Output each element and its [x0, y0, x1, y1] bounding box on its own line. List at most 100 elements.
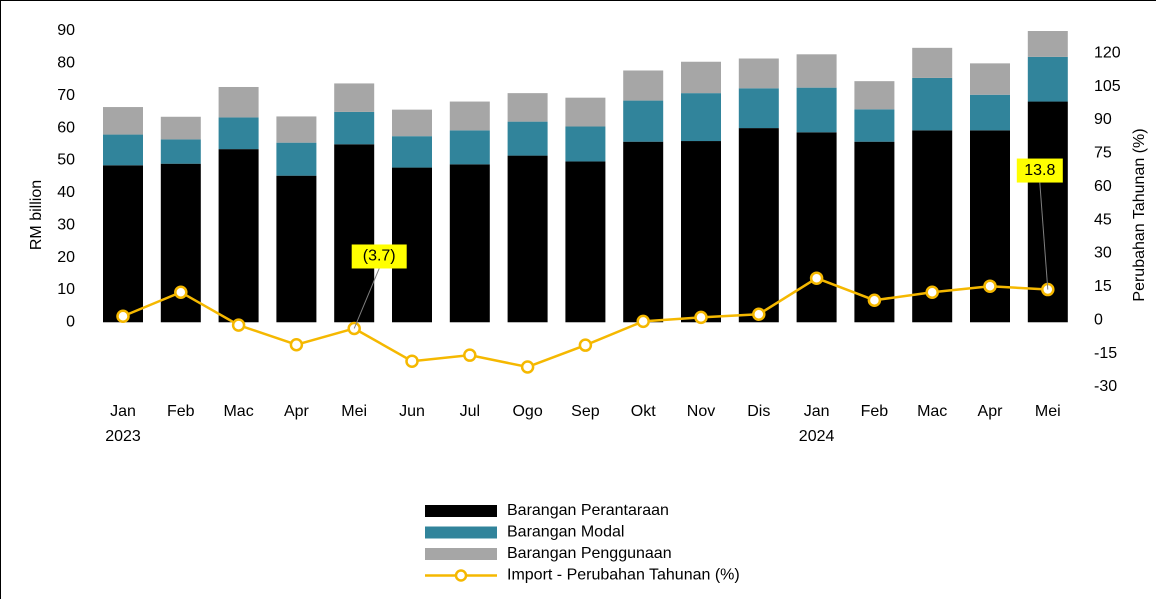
line-marker [231, 318, 246, 332]
x-tick-label: Jan [804, 403, 830, 420]
bar-segment [276, 116, 317, 143]
label-box [1016, 158, 1063, 183]
line-marker [636, 314, 650, 329]
bar-segment [565, 97, 606, 127]
bar-segment [623, 70, 664, 101]
legend-swatch [425, 548, 497, 560]
bar-segment [160, 116, 201, 140]
data-label: (3.7) [363, 248, 396, 265]
x-tick-label: Dis [747, 403, 770, 420]
y2-tick-label: 90 [1094, 111, 1112, 128]
line-marker [983, 279, 997, 293]
leader-line [353, 268, 380, 329]
x-tick-label: Jan [110, 403, 136, 420]
bar-segment [392, 136, 432, 168]
x-tick-label: Okt [631, 403, 656, 420]
legend-label: Barangan Modal [507, 524, 624, 541]
x-tick-label: Sep [571, 403, 600, 420]
bar-segment [218, 86, 259, 118]
y2-tick-label: 105 [1094, 78, 1121, 95]
bar-segment [160, 139, 201, 164]
bar-segment [623, 100, 664, 142]
bar-segment [103, 107, 143, 135]
bar-segment [449, 101, 490, 131]
bar-segment [854, 81, 895, 110]
x-tick-label: Nov [687, 403, 715, 420]
bar-segment [218, 117, 259, 150]
x-tick-label: Mac [917, 403, 947, 420]
bar-segment [970, 130, 1010, 323]
line-marker [520, 360, 535, 374]
bar-segment [334, 111, 375, 145]
y-tick-label: 50 [57, 152, 75, 169]
bar-segment [796, 87, 837, 133]
legend-swatch [425, 526, 497, 539]
bar-segment [276, 175, 317, 323]
bar-segment [507, 93, 548, 122]
bar-segment [334, 144, 375, 323]
bar-segment [738, 128, 779, 323]
x-tick-label: Ogo [512, 403, 542, 420]
bar-segment [276, 142, 317, 176]
y2-tick-label: -30 [1094, 378, 1117, 395]
bar-segment [565, 126, 606, 162]
legend-swatch [425, 505, 497, 517]
line-marker [463, 348, 477, 362]
y-tick-label: 40 [57, 184, 75, 201]
bar-segment [854, 141, 895, 323]
x-tick-label: Mei [1035, 403, 1061, 420]
x-tick-label: Mei [341, 403, 367, 420]
y-tick-label: 30 [57, 216, 75, 233]
bar-segment [565, 161, 606, 323]
bar-segment [1027, 31, 1068, 57]
label-box [351, 244, 407, 269]
line-marker [925, 285, 939, 299]
y-tick-label: 70 [57, 87, 75, 104]
bar-segment [738, 58, 779, 89]
bar-segment [970, 63, 1010, 95]
bar-segment [103, 134, 143, 166]
y2-tick-label: 45 [1094, 211, 1112, 228]
bar-segment [796, 54, 837, 88]
y-tick-label: 80 [57, 55, 75, 72]
y-tick-label: 0 [66, 313, 75, 330]
line-marker [116, 309, 130, 323]
line-marker [809, 271, 824, 285]
bar-segment [912, 77, 953, 131]
line-marker [694, 310, 708, 325]
y2-tick-label: 30 [1094, 245, 1112, 262]
x-tick-label: Feb [861, 403, 889, 420]
line-marker [578, 338, 593, 352]
y-tick-label: 90 [57, 22, 75, 39]
x-tick-label: Feb [167, 403, 195, 420]
bar-segment [796, 132, 837, 323]
bar-segment [507, 121, 548, 156]
y2-tick-label: 15 [1094, 278, 1112, 295]
y-tick-label: 60 [57, 119, 75, 136]
x-year-label: 2024 [799, 428, 835, 445]
bar-segment [507, 155, 548, 323]
y-tick-label: 10 [57, 281, 75, 298]
y2-tick-label: 0 [1094, 311, 1103, 328]
x-tick-label: Apr [978, 403, 1004, 420]
legend-label: Barangan Perantaraan [507, 502, 669, 519]
x-tick-label: Jun [399, 403, 425, 420]
y-axis-label: RM billion [28, 180, 45, 250]
x-tick-label: Jul [460, 403, 480, 420]
line-marker [174, 285, 188, 299]
bar-segment [681, 141, 721, 323]
y2-tick-label: 120 [1094, 44, 1121, 61]
y2-tick-label: -15 [1094, 345, 1117, 362]
bar-segment [912, 47, 953, 78]
line-marker [405, 354, 419, 368]
line-marker [752, 307, 766, 321]
bar-segment [681, 93, 721, 142]
bar-segment [449, 130, 490, 165]
legend-label: Import - Perubahan Tahunan (%) [507, 567, 740, 584]
bar-segment [738, 88, 779, 129]
data-label: 13.8 [1024, 162, 1055, 179]
leader-line [1039, 182, 1049, 290]
bar-segment [970, 94, 1010, 131]
y2-tick-label: 75 [1094, 145, 1112, 162]
